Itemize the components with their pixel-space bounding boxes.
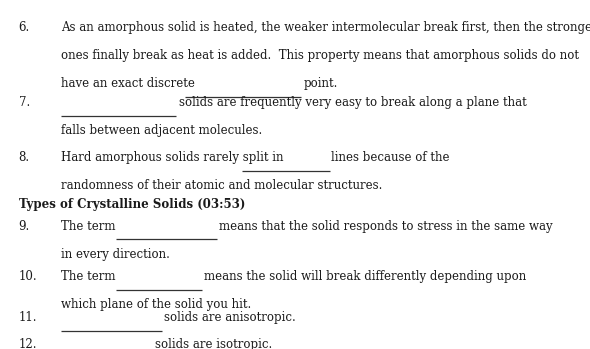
Text: Types of Crystalline Solids (03:53): Types of Crystalline Solids (03:53) — [19, 199, 245, 211]
Text: 12.: 12. — [19, 338, 37, 349]
Text: The term: The term — [61, 220, 115, 233]
Text: means that the solid responds to stress in the same way: means that the solid responds to stress … — [219, 220, 552, 233]
Text: 9.: 9. — [19, 220, 30, 233]
Text: solids are anisotropic.: solids are anisotropic. — [164, 311, 296, 324]
Text: 10.: 10. — [19, 270, 37, 283]
Text: solids are frequently very easy to break along a plane that: solids are frequently very easy to break… — [179, 96, 527, 109]
Text: 6.: 6. — [19, 21, 30, 34]
Text: As an amorphous solid is heated, the weaker intermolecular break first, then the: As an amorphous solid is heated, the wea… — [61, 21, 590, 34]
Text: ones finally break as heat is added.  This property means that amorphous solids : ones finally break as heat is added. Thi… — [61, 49, 579, 62]
Text: lines because of the: lines because of the — [332, 151, 450, 164]
Text: 11.: 11. — [19, 311, 37, 324]
Text: falls between adjacent molecules.: falls between adjacent molecules. — [61, 124, 262, 137]
Text: 8.: 8. — [19, 151, 30, 164]
Text: The term: The term — [61, 270, 115, 283]
Text: 7.: 7. — [19, 96, 30, 109]
Text: have an exact discrete: have an exact discrete — [61, 77, 195, 90]
Text: randomness of their atomic and molecular structures.: randomness of their atomic and molecular… — [61, 179, 382, 192]
Text: means the solid will break differently depending upon: means the solid will break differently d… — [204, 270, 526, 283]
Text: in every direction.: in every direction. — [61, 248, 170, 261]
Text: Hard amorphous solids rarely split in: Hard amorphous solids rarely split in — [61, 151, 283, 164]
Text: which plane of the solid you hit.: which plane of the solid you hit. — [61, 298, 251, 311]
Text: point.: point. — [304, 77, 338, 90]
Text: solids are isotropic.: solids are isotropic. — [155, 338, 273, 349]
